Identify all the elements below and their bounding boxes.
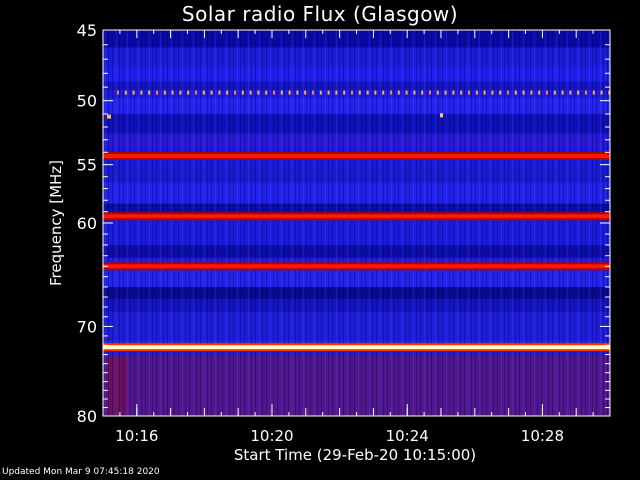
x-tick-label: 10:24 [386,427,429,445]
interference-dot [280,90,283,95]
interference-dot [273,90,275,95]
interference-dot [522,90,525,95]
streak-overlay [103,30,610,416]
interference-dot [460,90,463,95]
interference-dot [187,90,190,95]
interference-dot [163,90,166,95]
x-tick-label: 10:20 [250,427,293,445]
interference-dot [499,90,502,95]
interference-dot [436,90,439,95]
interference-dot [366,90,369,95]
y-axis-ticks: 45 50 55 60 70 80 [77,21,610,426]
bright-pixel [440,113,443,118]
interference-dot [546,90,548,95]
interference-dot [148,90,151,95]
interference-dot [202,90,205,95]
interference-dot [569,90,572,95]
interference-dot [483,90,486,95]
interference-dot [265,90,268,95]
interference-dot [319,90,322,95]
x-axis-label: Start Time (29-Feb-20 10:15:00) [233,446,477,464]
interference-dot [117,90,119,95]
interference-dot [538,90,541,95]
chart-title: Solar radio Flux (Glasgow) [181,2,459,26]
interference-dot [296,90,299,95]
interference-dot [413,90,416,95]
y-tick-label: 55 [77,156,97,175]
interference-dot [132,90,135,95]
interference-dot [429,90,431,95]
y-tick-label: 60 [77,214,97,233]
interference-dot [335,90,338,95]
interference-dot [312,90,314,95]
interference-dot [577,90,580,95]
interference-dot [452,90,455,95]
interference-dot [405,90,408,95]
emission-band-core [103,154,610,159]
interference-dot [561,90,564,95]
emission-band-core [103,345,610,350]
interference-dot [327,90,330,95]
interference-dot [241,90,244,95]
plot-area [103,30,611,416]
interference-dot [226,90,229,95]
interference-dot [288,90,291,95]
x-axis-ticks: 10:16 10:20 10:24 10:28 [102,30,611,445]
interference-dot [608,90,611,95]
interference-dot [171,90,174,95]
x-tick-label: 10:28 [521,427,564,445]
interference-dot [553,90,556,95]
x-tick-label: 10:16 [115,427,158,445]
interference-dot [585,90,587,95]
interference-dot [343,90,346,95]
interference-dot [140,90,143,95]
interference-dot [491,90,494,95]
update-timestamp: Updated Mon Mar 9 07:45:18 2020 [2,467,160,477]
interference-dot [397,90,400,95]
interference-dot [249,90,252,95]
y-tick-label: 70 [77,317,97,336]
interference-dot [444,90,447,95]
emission-band-core [103,264,610,269]
interference-dot [592,90,595,95]
interference-dot [210,90,213,95]
interference-dot [600,90,603,95]
interference-dot [507,90,509,95]
bright-pixel [107,114,111,119]
interference-dot [382,90,385,95]
emission-band-core [103,214,610,219]
interference-dot [218,90,221,95]
interference-dot [257,90,260,95]
y-tick-label: 45 [77,21,97,40]
y-tick-label: 80 [77,407,97,426]
interference-dot [234,90,236,95]
interference-dot [390,90,392,95]
interference-dot [514,90,517,95]
interference-dot [530,90,533,95]
interference-dot [179,90,182,95]
interference-dot [374,90,377,95]
interference-dot [421,90,424,95]
interference-dot [124,90,127,95]
y-tick-label: 50 [77,92,97,111]
interference-dot [156,90,158,95]
interference-dot [468,90,470,95]
interference-dot [351,90,353,95]
interference-dot [304,90,307,95]
interference-dot [475,90,478,95]
interference-dot [358,90,361,95]
interference-dot [195,90,197,95]
